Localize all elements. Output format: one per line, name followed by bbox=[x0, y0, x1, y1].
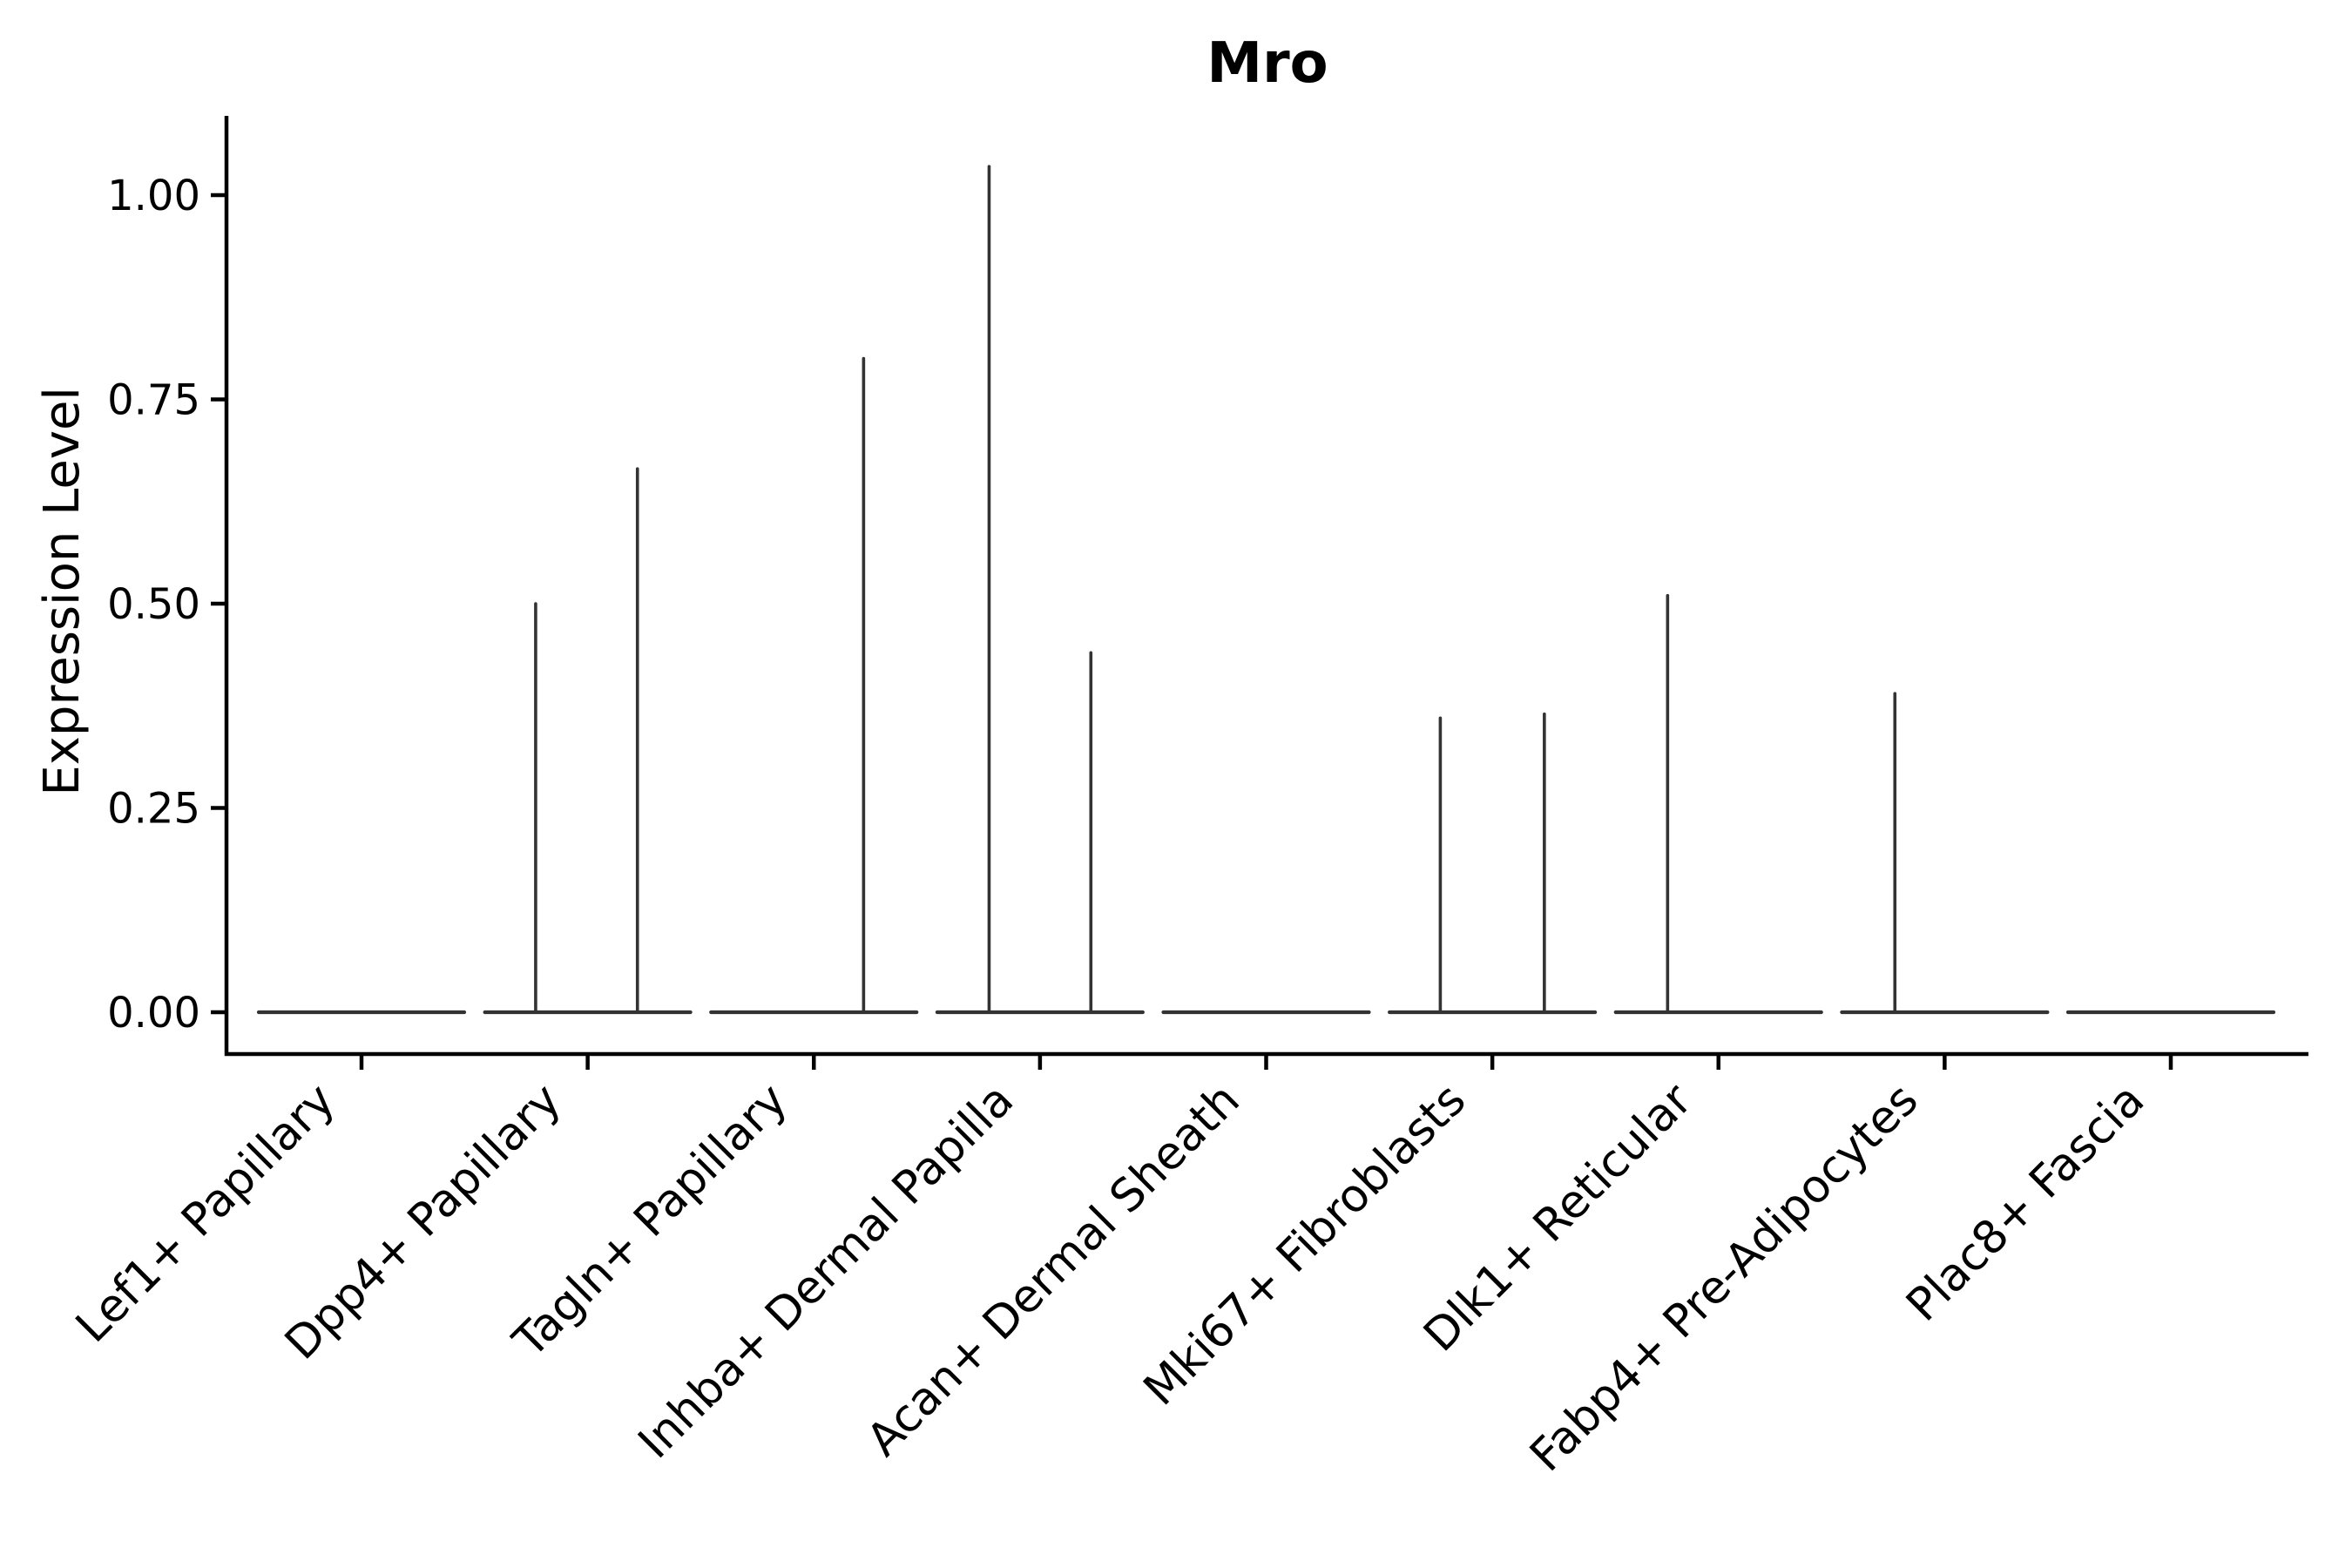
y-axis-title: Expression Level bbox=[34, 387, 91, 796]
y-tick-label: 0.50 bbox=[107, 580, 200, 629]
axis-spines bbox=[224, 116, 2308, 1057]
y-tick-label: 0.00 bbox=[107, 989, 200, 1037]
x-tick-label: Acan+ Dermal Sheath bbox=[857, 1074, 1250, 1467]
y-tick-label: 1.00 bbox=[107, 172, 200, 220]
chart-title: Mro bbox=[1206, 31, 1328, 96]
x-tick-label: Inhba+ Dermal Papilla bbox=[629, 1074, 1024, 1469]
x-tick-label: Fabp4+ Pre-Adipocytes bbox=[1520, 1074, 1928, 1482]
y-tick-label: 0.25 bbox=[107, 785, 200, 834]
y-tick-label: 0.75 bbox=[107, 376, 200, 425]
x-tick-label: Plac8+ Fascia bbox=[1896, 1074, 2154, 1332]
